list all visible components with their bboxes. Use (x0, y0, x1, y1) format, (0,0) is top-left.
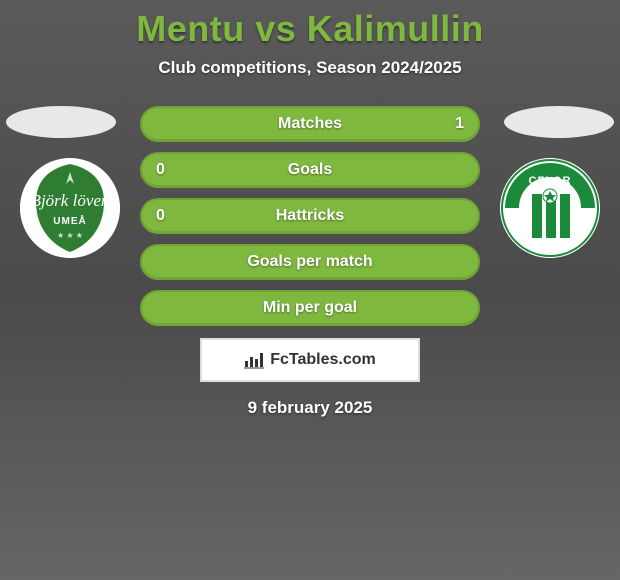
svg-text:★ ★ ★: ★ ★ ★ (57, 231, 83, 240)
stat-label: Matches (278, 115, 342, 133)
stat-left-value: 0 (156, 207, 165, 225)
comparison-area: Björk löven UMEÅ ★ ★ ★ CFLOR Matches 1 0… (0, 106, 620, 326)
stat-label: Hattricks (276, 207, 344, 225)
club-badge-right: CFLOR (500, 158, 600, 258)
stat-right-value: 1 (455, 115, 464, 133)
stat-row-hattricks: 0 Hattricks (140, 198, 480, 234)
club-badge-left-svg: Björk löven UMEÅ ★ ★ ★ (20, 158, 120, 258)
stat-row-matches: Matches 1 (140, 106, 480, 142)
player-oval-right (504, 106, 614, 138)
stat-label: Min per goal (263, 299, 357, 317)
brand-box[interactable]: FcTables.com (200, 338, 420, 382)
subtitle: Club competitions, Season 2024/2025 (0, 58, 620, 78)
bar-chart-icon (244, 351, 264, 369)
brand-label: FcTables.com (270, 351, 376, 369)
stat-left-value: 0 (156, 161, 165, 179)
svg-text:UMEÅ: UMEÅ (53, 214, 86, 227)
svg-text:Björk löven: Björk löven (31, 191, 110, 210)
stat-row-goals: 0 Goals (140, 152, 480, 188)
date-label: 9 february 2025 (0, 398, 620, 418)
svg-text:CFLOR: CFLOR (529, 175, 572, 187)
player-oval-left (6, 106, 116, 138)
stats-column: Matches 1 0 Goals 0 Hattricks Goals per … (140, 106, 480, 336)
stat-row-mpg: Min per goal (140, 290, 480, 326)
stat-label: Goals (288, 161, 332, 179)
page-title: Mentu vs Kalimullin (0, 0, 620, 50)
stat-label: Goals per match (247, 253, 372, 271)
club-badge-right-svg: CFLOR (500, 158, 600, 258)
stat-row-gpm: Goals per match (140, 244, 480, 280)
club-badge-left: Björk löven UMEÅ ★ ★ ★ (20, 158, 120, 258)
